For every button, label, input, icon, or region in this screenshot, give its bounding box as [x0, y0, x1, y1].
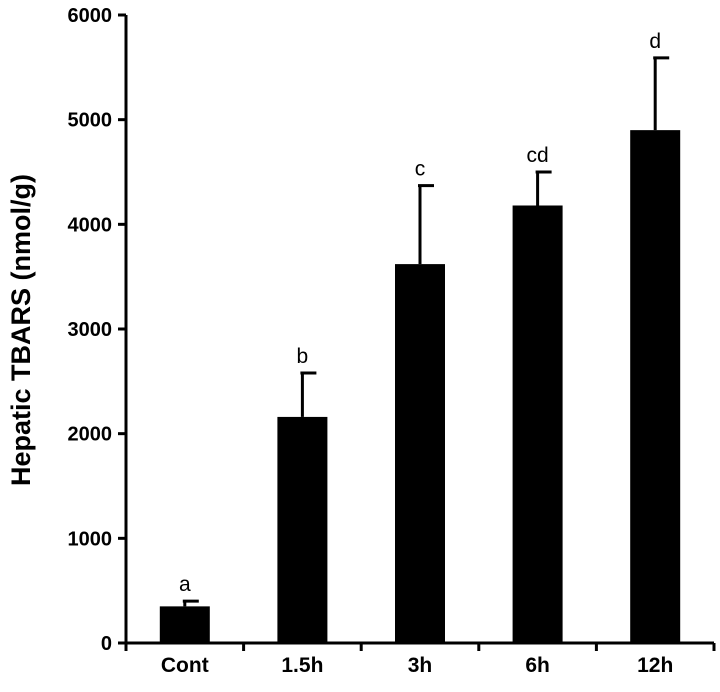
bar	[630, 130, 681, 644]
y-ticks: 0 1000 2000 3000 4000 5000 6000	[68, 5, 126, 655]
y-tick-label: 1000	[68, 528, 113, 550]
bar	[395, 264, 445, 643]
bar	[159, 606, 210, 643]
bar	[512, 205, 563, 643]
x-category-label: 6h	[525, 654, 550, 677]
significance-label: a	[179, 573, 191, 596]
significance-labels: a b c cd d	[179, 30, 661, 596]
significance-label: c	[415, 158, 426, 181]
error-bars	[182, 56, 670, 607]
bars	[159, 130, 681, 644]
significance-label: d	[649, 30, 661, 53]
bar	[277, 416, 328, 643]
x-category-label: 3h	[408, 654, 433, 677]
y-tick-label: 3000	[68, 319, 113, 341]
y-tick-label: 6000	[68, 5, 113, 27]
x-category-label: 12h	[637, 654, 673, 677]
significance-label: cd	[527, 144, 549, 167]
y-tick-label: 2000	[68, 424, 113, 446]
y-tick-label: 5000	[68, 110, 113, 132]
y-tick-label: 0	[101, 633, 112, 655]
y-tick-label: 4000	[68, 214, 113, 236]
x-category-label: Cont	[161, 654, 209, 677]
x-category-label: 1.5h	[281, 654, 323, 677]
x-ticks	[124, 643, 716, 651]
category-labels: Cont 1.5h 3h 6h 12h	[161, 654, 673, 677]
significance-label: b	[297, 345, 309, 368]
y-axis-label: Hepatic TBARS (nmol/g)	[6, 174, 36, 486]
